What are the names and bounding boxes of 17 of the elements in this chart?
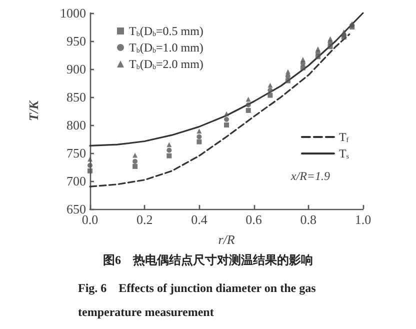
y-tick-label: 950 xyxy=(66,34,86,48)
x-axis-title: r/R xyxy=(218,232,235,247)
x-tick-label: 0.6 xyxy=(246,212,262,227)
y-axis-title: T/K xyxy=(26,100,41,122)
y-tick-label: 1000 xyxy=(60,6,86,20)
x-tick-label: 0.8 xyxy=(300,212,317,227)
x-tick-label: 1.0 xyxy=(354,212,372,227)
x-tick-label: 0.4 xyxy=(191,212,208,227)
y-tick-label: 700 xyxy=(66,174,86,188)
text: 图6 热电偶结点尺寸对测温结果的影响 xyxy=(103,253,313,267)
y-tick-label: 900 xyxy=(66,62,86,76)
y-tick-label: 800 xyxy=(66,118,86,132)
annotation: x/R=1.9 xyxy=(290,169,330,183)
x-tick-label: 0.2 xyxy=(136,212,153,227)
y-tick-label: 850 xyxy=(66,90,86,104)
text: Fig. 6 Effects of junction diameter on the gas temperature measurement xyxy=(78,281,319,319)
y-tick-label: 750 xyxy=(66,146,86,160)
